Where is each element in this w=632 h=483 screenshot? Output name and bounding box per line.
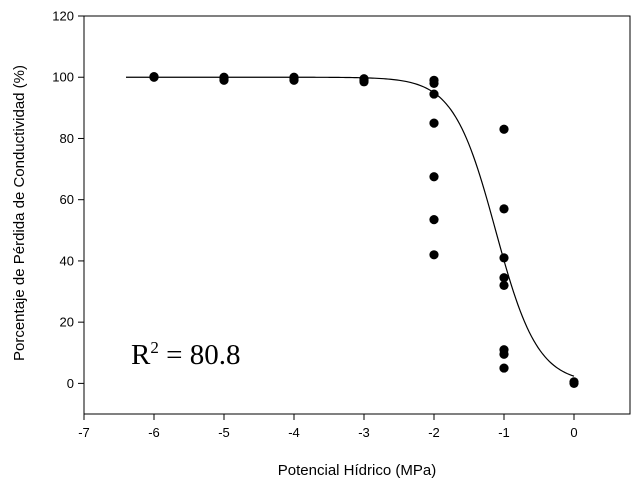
x-axis-title: Potencial Hídrico (MPa) bbox=[278, 462, 436, 479]
data-point bbox=[569, 378, 579, 388]
x-tick-label: 0 bbox=[570, 425, 577, 440]
data-point bbox=[429, 250, 439, 260]
y-tick-label: 60 bbox=[60, 192, 74, 207]
y-tick-label: 80 bbox=[60, 131, 74, 146]
data-point bbox=[429, 118, 439, 128]
data-point bbox=[219, 75, 229, 85]
x-tick-label: -6 bbox=[148, 425, 160, 440]
data-point bbox=[289, 75, 299, 85]
r-squared-base: R bbox=[131, 339, 151, 371]
data-point bbox=[499, 273, 509, 283]
x-tick-label: -5 bbox=[218, 425, 230, 440]
x-tick-label: -2 bbox=[428, 425, 440, 440]
data-point bbox=[429, 172, 439, 182]
x-tick-label: -4 bbox=[288, 425, 300, 440]
data-point bbox=[499, 349, 509, 359]
data-point bbox=[499, 280, 509, 291]
axes bbox=[83, 15, 631, 415]
data-point bbox=[359, 77, 369, 87]
x-tick-label: -7 bbox=[78, 425, 90, 440]
data-point bbox=[149, 72, 159, 82]
data-point bbox=[499, 124, 509, 134]
data-points bbox=[149, 72, 579, 388]
y-tick-label: 40 bbox=[60, 253, 74, 268]
y-tick-label: 100 bbox=[52, 70, 74, 85]
data-point bbox=[429, 89, 439, 99]
data-point bbox=[499, 363, 509, 373]
fit-curve-group bbox=[126, 76, 575, 377]
y-axis-ticks: 0 20 40 60 80 100 120 bbox=[52, 9, 84, 391]
x-tick-label: -3 bbox=[358, 425, 370, 440]
y-tick-label: 120 bbox=[52, 9, 74, 24]
y-axis-title: Porcentaje de Pérdida de Conductividad (… bbox=[11, 65, 28, 361]
r-squared-superscript: 2 bbox=[150, 338, 159, 357]
y-tick-label: 0 bbox=[67, 376, 74, 391]
data-point bbox=[429, 78, 439, 88]
fit-curve bbox=[126, 76, 575, 377]
x-axis-ticks: -7 -6 -5 -4 -3 -2 -1 0 bbox=[78, 414, 578, 440]
data-point bbox=[429, 214, 439, 225]
r-squared-annotation: R2 = 80.8 bbox=[131, 338, 240, 371]
plot-frame bbox=[83, 15, 631, 415]
data-point bbox=[499, 204, 509, 214]
r-squared-value: = 80.8 bbox=[159, 339, 241, 371]
y-tick-label: 20 bbox=[60, 315, 74, 330]
data-point bbox=[499, 253, 509, 263]
x-tick-label: -1 bbox=[498, 425, 510, 440]
